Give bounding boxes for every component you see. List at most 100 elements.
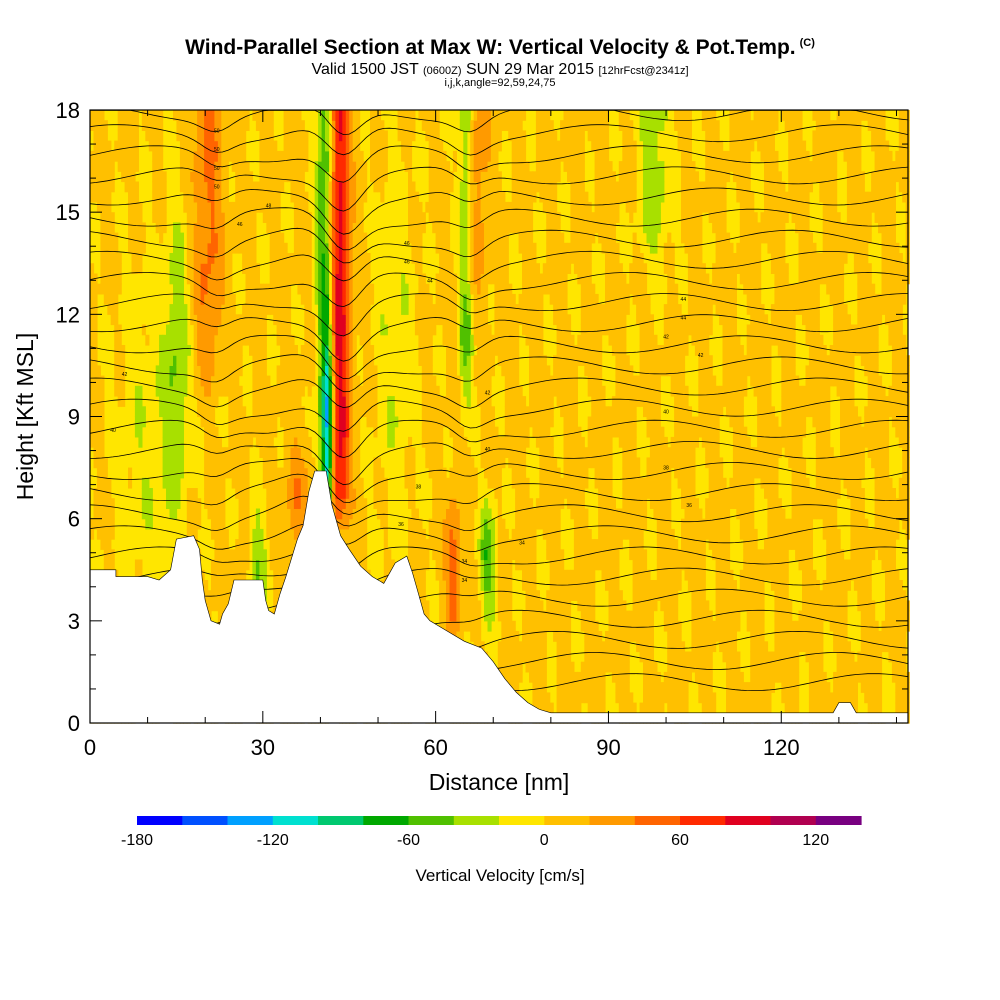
- velocity-cell: [366, 365, 371, 377]
- velocity-cell: [297, 385, 302, 397]
- velocity-cell: [304, 447, 309, 458]
- velocity-cell: [470, 334, 475, 346]
- velocity-cell: [515, 661, 520, 673]
- velocity-cell: [231, 232, 236, 244]
- velocity-cell: [494, 457, 499, 469]
- velocity-cell: [511, 161, 516, 172]
- velocity-cell: [238, 181, 243, 193]
- velocity-cell: [307, 273, 312, 285]
- velocity-cell: [207, 140, 212, 152]
- velocity-cell: [446, 263, 451, 274]
- velocity-cell: [259, 304, 264, 315]
- velocity-cell: [442, 232, 447, 244]
- velocity-cell: [363, 345, 368, 356]
- velocity-cell: [221, 232, 226, 244]
- velocity-cell: [262, 406, 267, 418]
- velocity-cell: [359, 222, 364, 234]
- velocity-cell: [252, 242, 257, 254]
- velocity-cell: [497, 610, 502, 622]
- velocity-cell: [349, 498, 354, 509]
- velocity-cell: [173, 508, 178, 520]
- velocity-cell: [342, 345, 347, 356]
- velocity-cell: [470, 201, 475, 213]
- velocity-cell: [152, 120, 157, 131]
- velocity-cell: [231, 569, 236, 581]
- velocity-cell: [262, 375, 267, 387]
- velocity-cell: [373, 426, 378, 438]
- velocity-cell: [100, 457, 105, 469]
- velocity-cell: [252, 539, 257, 550]
- velocity-cell: [186, 191, 191, 203]
- velocity-cell: [259, 549, 264, 561]
- velocity-cell: [107, 549, 112, 561]
- velocity-cell: [200, 273, 205, 285]
- velocity-cell: [363, 171, 368, 183]
- velocity-cell: [356, 488, 361, 499]
- velocity-cell: [269, 304, 274, 315]
- velocity-cell: [497, 661, 502, 673]
- velocity-cell: [484, 467, 489, 479]
- velocity-cell: [352, 140, 357, 152]
- velocity-cell: [307, 222, 312, 234]
- velocity-cell: [352, 191, 357, 203]
- velocity-cell: [204, 120, 209, 131]
- velocity-cell: [383, 161, 388, 172]
- velocity-cell: [345, 110, 350, 121]
- velocity-cell: [518, 549, 523, 561]
- velocity-cell: [207, 477, 212, 489]
- velocity-cell: [480, 396, 485, 407]
- velocity-cell: [328, 426, 333, 438]
- velocity-cell: [477, 161, 482, 172]
- velocity-cell: [508, 222, 513, 234]
- velocity-cell: [231, 355, 236, 366]
- velocity-cell: [508, 345, 513, 356]
- velocity-cell: [90, 518, 95, 530]
- velocity-cell: [197, 201, 202, 213]
- velocity-cell: [255, 549, 260, 561]
- velocity-cell: [497, 467, 502, 479]
- velocity-cell: [497, 345, 502, 356]
- velocity-cell: [442, 528, 447, 540]
- velocity-cell: [425, 120, 430, 131]
- velocity-cell: [470, 488, 475, 499]
- velocity-cell: [287, 559, 292, 571]
- velocity-cell: [121, 171, 126, 183]
- velocity-cell: [401, 273, 406, 285]
- velocity-cell: [176, 242, 181, 254]
- velocity-cell: [152, 212, 157, 223]
- velocity-cell: [452, 396, 457, 407]
- velocity-cell: [421, 345, 426, 356]
- velocity-cell: [487, 140, 492, 152]
- velocity-cell: [484, 345, 489, 356]
- velocity-cell: [373, 110, 378, 121]
- velocity-cell: [418, 580, 423, 591]
- velocity-cell: [338, 201, 343, 213]
- velocity-cell: [352, 488, 357, 499]
- velocity-cell: [321, 201, 326, 213]
- velocity-cell: [345, 304, 350, 315]
- velocity-cell: [193, 488, 198, 499]
- velocity-cell: [228, 375, 233, 387]
- velocity-cell: [425, 314, 430, 326]
- velocity-cell: [228, 406, 233, 418]
- velocity-cell: [221, 549, 226, 561]
- velocity-cell: [497, 590, 502, 601]
- velocity-cell: [522, 457, 527, 469]
- velocity-cell: [238, 222, 243, 234]
- velocity-cell: [193, 385, 198, 397]
- velocity-cell: [224, 293, 229, 305]
- velocity-cell: [269, 539, 274, 550]
- velocity-cell: [418, 345, 423, 356]
- velocity-cell: [211, 293, 216, 305]
- velocity-cell: [522, 426, 527, 438]
- velocity-cell: [473, 559, 478, 571]
- velocity-cell: [328, 242, 333, 254]
- velocity-cell: [428, 120, 433, 131]
- velocity-cell: [525, 631, 530, 642]
- velocity-cell: [280, 559, 285, 571]
- velocity-cell: [283, 110, 288, 121]
- velocity-cell: [335, 324, 340, 336]
- velocity-cell: [511, 549, 516, 561]
- velocity-cell: [276, 273, 281, 285]
- velocity-cell: [190, 304, 195, 315]
